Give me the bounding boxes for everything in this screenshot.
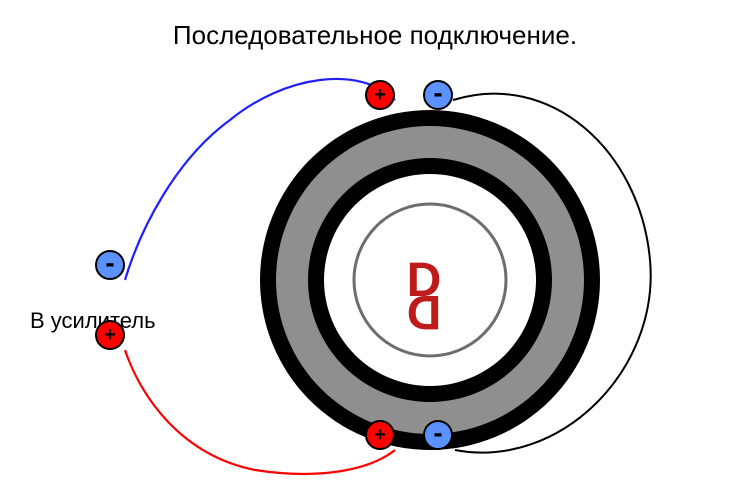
diagram-title: Последовательное подключение.	[0, 20, 750, 51]
terminal-amplifier-plus: +	[95, 320, 125, 350]
terminal-bottom-plus: +	[365, 420, 395, 450]
terminal-amplifier-minus: -	[95, 250, 125, 280]
terminal-top-plus: +	[365, 80, 395, 110]
terminal-bottom-minus: -	[423, 420, 453, 450]
speaker: DD	[260, 110, 600, 450]
amplifier-label: В усилитель	[30, 308, 156, 334]
diagram-canvas: Последовательное подключение. DD + - + -…	[0, 0, 750, 500]
terminal-top-minus: -	[423, 80, 453, 110]
svg-text:D: D	[407, 254, 442, 307]
